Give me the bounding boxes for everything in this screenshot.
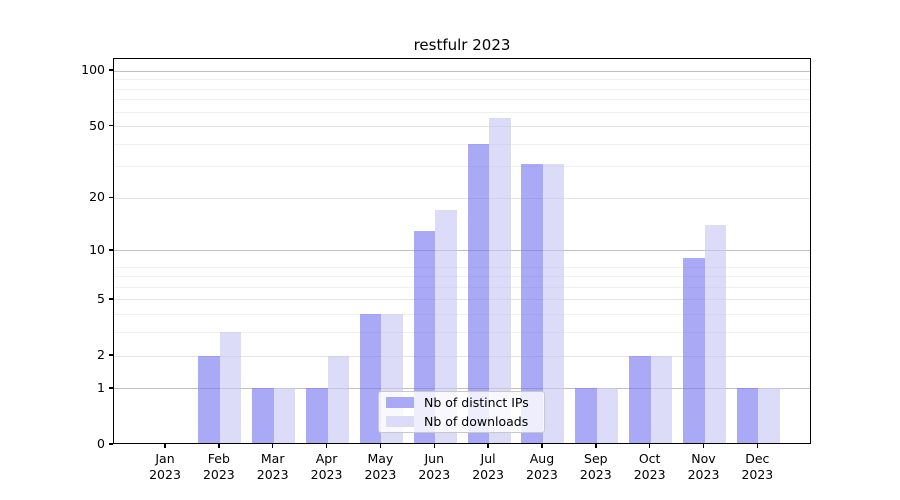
legend-item-distinct-ips: Nb of distinct IPs [386, 395, 536, 410]
bar-downloads-feb-2023 [219, 332, 242, 443]
gridline-minor-4 [114, 314, 810, 316]
x-tick-label-jul-2023: Jul 2023 [472, 451, 504, 482]
x-tick-jan-2023 [164, 444, 166, 448]
legend-swatch-downloads [386, 416, 414, 427]
y-tick-1 [109, 387, 113, 389]
y-tick-label-10: 10 [89, 241, 105, 257]
gridline-minor-7 [114, 276, 810, 278]
x-tick-nov-2023 [702, 444, 705, 448]
bar-downloads-dec-2023 [758, 388, 780, 443]
gridline-major-10 [114, 250, 810, 252]
bar-downloads-jul-2023 [489, 118, 511, 443]
x-tick-sep-2023 [595, 444, 597, 448]
bar-distinct-ips-feb-2023 [198, 355, 220, 443]
bar-distinct-ips-oct-2023 [629, 355, 651, 443]
legend-label-downloads: Nb of downloads [424, 414, 529, 429]
x-tick-mar-2023 [271, 444, 274, 448]
y-tick-label-5: 5 [97, 290, 105, 306]
y-tick-label-100: 100 [81, 62, 105, 78]
x-tick-feb-2023 [218, 444, 220, 448]
gridline-labeled-2 [114, 355, 810, 357]
gridline-major-1 [114, 388, 810, 390]
gridline-labeled-20 [114, 197, 810, 199]
y-tick-label-20: 20 [89, 189, 105, 205]
x-tick-dec-2023 [756, 444, 759, 448]
gridline-minor-70 [114, 99, 810, 101]
bar-downloads-mar-2023 [273, 388, 296, 443]
x-tick-label-apr-2023: Apr 2023 [310, 451, 343, 482]
bar-distinct-ips-may-2023 [359, 314, 382, 443]
plot-area [113, 58, 811, 444]
legend-label-distinct-ips: Nb of distinct IPs [424, 395, 529, 410]
x-tick-label-jun-2023: Jun 2023 [418, 451, 451, 482]
x-tick-label-dec-2023: Dec 2023 [741, 451, 774, 482]
x-tick-label-nov-2023: Nov 2023 [687, 451, 720, 482]
y-tick-5 [109, 298, 113, 300]
gridline-minor-40 [114, 143, 810, 145]
x-tick-apr-2023 [325, 444, 328, 448]
legend-swatch-distinct-ips [386, 397, 414, 408]
gridline-minor-3 [114, 332, 810, 334]
gridline-minor-30 [114, 166, 810, 168]
gridline-labeled-5 [114, 299, 810, 301]
x-tick-label-mar-2023: Mar 2023 [256, 451, 289, 482]
bar-distinct-ips-mar-2023 [252, 388, 274, 443]
y-tick-50 [109, 124, 113, 127]
bar-downloads-sep-2023 [596, 388, 619, 443]
y-tick-label-1: 1 [97, 379, 105, 395]
y-tick-label-0: 0 [97, 436, 105, 451]
chart-title: restfulr 2023 [413, 36, 511, 54]
y-tick-10 [109, 249, 113, 251]
bar-distinct-ips-nov-2023 [683, 258, 705, 443]
x-tick-label-sep-2023: Sep 2023 [579, 451, 612, 482]
y-tick-label-50: 50 [89, 117, 105, 133]
bar-downloads-jun-2023 [435, 210, 457, 443]
x-tick-label-jan-2023: Jan 2023 [149, 451, 181, 482]
legend-item-downloads: Nb of downloads [386, 414, 536, 429]
x-tick-jun-2023 [433, 444, 435, 448]
gridline-minor-90 [114, 79, 810, 81]
bar-distinct-ips-jun-2023 [413, 230, 436, 443]
bar-distinct-ips-apr-2023 [306, 388, 328, 443]
x-tick-may-2023 [379, 444, 382, 448]
x-tick-oct-2023 [648, 444, 651, 448]
bar-distinct-ips-sep-2023 [575, 388, 597, 443]
y-tick-0 [109, 443, 113, 445]
bar-distinct-ips-aug-2023 [521, 163, 543, 443]
bar-downloads-apr-2023 [327, 355, 350, 443]
x-tick-label-may-2023: May 2023 [364, 451, 397, 482]
x-tick-label-feb-2023: Feb 2023 [202, 451, 235, 482]
y-tick-20 [109, 196, 113, 199]
gridline-labeled-50 [114, 126, 810, 128]
bar-downloads-oct-2023 [650, 355, 673, 443]
legend: Nb of distinct IPs Nb of downloads [378, 391, 545, 433]
gridline-major-100 [114, 70, 810, 72]
gridline-minor-80 [114, 88, 810, 90]
x-tick-label-aug-2023: Aug 2023 [526, 451, 558, 482]
bar-downloads-nov-2023 [704, 225, 726, 443]
gridline-minor-8 [114, 266, 810, 268]
y-tick-2 [109, 354, 113, 356]
x-tick-jul-2023 [487, 444, 489, 448]
x-tick-label-oct-2023: Oct 2023 [633, 451, 666, 482]
y-tick-label-2: 2 [97, 347, 105, 363]
bar-distinct-ips-jul-2023 [467, 143, 490, 443]
x-tick-aug-2023 [541, 444, 543, 448]
gridline-minor-60 [114, 111, 810, 113]
bar-downloads-aug-2023 [542, 163, 565, 443]
y-tick-100 [109, 69, 113, 71]
bar-distinct-ips-dec-2023 [736, 388, 759, 443]
gridline-minor-6 [114, 286, 810, 288]
